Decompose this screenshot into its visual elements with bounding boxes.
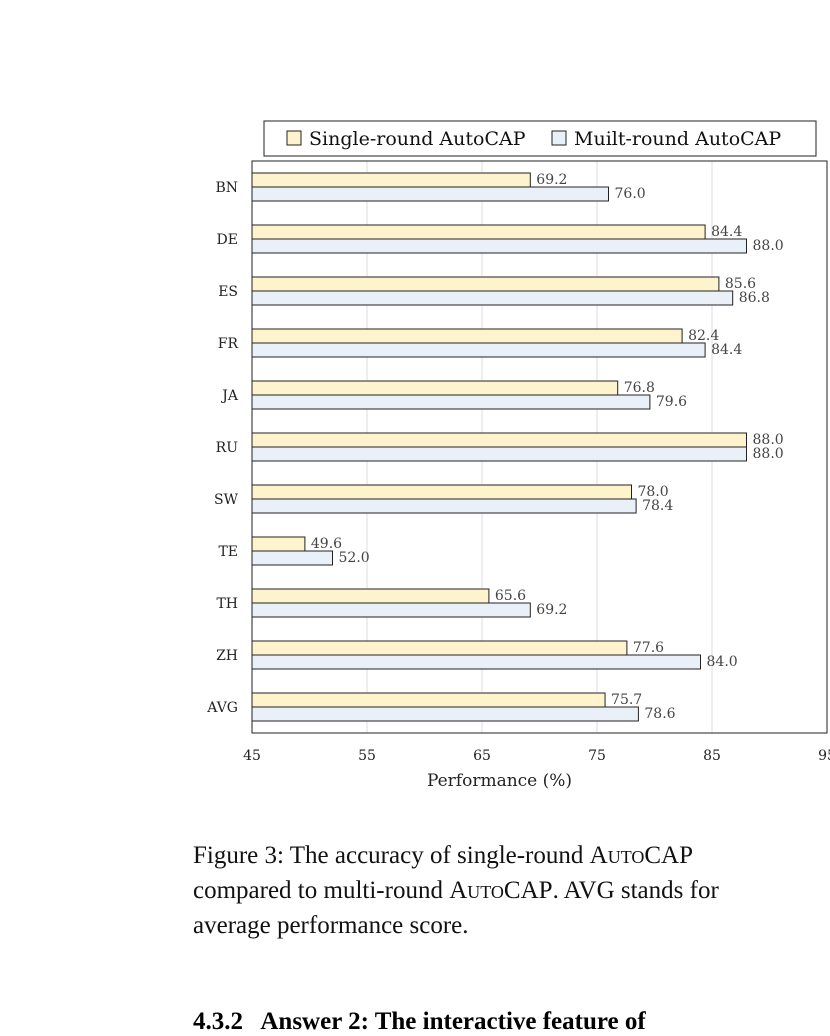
caption-line: average performance score. xyxy=(193,908,719,943)
value-label: 85.6 xyxy=(725,276,756,292)
y-tick-label: DE xyxy=(217,232,238,248)
x-tick-label: 65 xyxy=(473,748,491,764)
value-label: 78.4 xyxy=(642,498,673,514)
x-tick-label: 85 xyxy=(703,748,721,764)
legend-swatch xyxy=(286,130,302,146)
value-label: 77.6 xyxy=(633,640,664,656)
value-label: 76.0 xyxy=(615,186,646,202)
bar xyxy=(251,380,619,396)
bar xyxy=(251,484,632,500)
section-heading: 4.3.2 Answer 2: The interactive feature … xyxy=(193,1008,646,1035)
y-tick-label: BN xyxy=(215,180,238,196)
caption-text: AutoCAP xyxy=(589,842,693,869)
caption-line: compared to multi-round AutoCAP. AVG sta… xyxy=(193,873,719,908)
legend-label: Muilt-round AutoCAP xyxy=(574,128,781,150)
y-tick-label: RU xyxy=(216,440,239,456)
legend-label: Single-round AutoCAP xyxy=(309,128,526,150)
value-label: 84.0 xyxy=(707,654,738,670)
x-axis-label: Performance (%) xyxy=(427,771,572,791)
value-label: 88.0 xyxy=(753,238,784,254)
value-label: 49.6 xyxy=(311,536,342,552)
value-label: 69.2 xyxy=(536,602,567,618)
value-label: 82.4 xyxy=(688,328,719,344)
value-label: 84.4 xyxy=(711,342,742,358)
value-label: 75.7 xyxy=(611,692,642,708)
bar xyxy=(251,640,628,656)
y-tick-label: ZH xyxy=(216,648,238,664)
y-tick-label: FR xyxy=(218,336,239,352)
bar xyxy=(251,186,609,202)
legend-box xyxy=(263,120,817,157)
bar xyxy=(251,654,701,670)
bar xyxy=(251,432,747,448)
bar xyxy=(251,172,531,188)
caption-line: Figure 3: The accuracy of single-round A… xyxy=(193,838,719,873)
bar xyxy=(251,446,747,462)
bar xyxy=(251,706,639,722)
x-tick-label: 55 xyxy=(358,748,376,764)
plot-frame xyxy=(251,160,828,734)
caption-text: Figure 3: The accuracy of single-round xyxy=(193,842,590,869)
value-label: 86.8 xyxy=(739,290,770,306)
value-label: 52.0 xyxy=(339,550,370,566)
value-label: 84.4 xyxy=(711,224,742,240)
value-label: 88.0 xyxy=(753,432,784,448)
bar xyxy=(251,224,706,240)
bar xyxy=(251,588,490,604)
y-tick-label: ES xyxy=(218,284,238,300)
value-label: 65.6 xyxy=(495,588,526,604)
bar xyxy=(251,276,720,292)
value-label: 76.8 xyxy=(624,380,655,396)
bar xyxy=(251,498,637,514)
caption-text: average performance score. xyxy=(193,912,469,939)
value-label: 78.6 xyxy=(644,706,675,722)
caption-text: . AVG stands for xyxy=(552,877,719,904)
bar xyxy=(251,692,606,708)
y-tick-label: AVG xyxy=(206,700,238,716)
value-label: 69.2 xyxy=(536,172,567,188)
y-tick-label: TH xyxy=(216,596,238,612)
figure-caption: Figure 3: The accuracy of single-round A… xyxy=(193,838,719,943)
x-tick-label: 45 xyxy=(243,748,261,764)
caption-text: AutoCAP xyxy=(449,877,553,904)
y-tick-label: JA xyxy=(220,388,239,404)
value-label: 88.0 xyxy=(753,446,784,462)
bar xyxy=(251,602,531,618)
bar xyxy=(251,328,683,344)
y-tick-label: TE xyxy=(218,544,238,560)
value-label: 78.0 xyxy=(638,484,669,500)
value-label: 79.6 xyxy=(656,394,687,410)
bar xyxy=(251,238,747,254)
x-tick-label: 95 xyxy=(818,748,830,764)
legend-swatch xyxy=(551,130,567,146)
bar xyxy=(251,550,333,566)
caption-text: compared to multi-round xyxy=(193,877,450,904)
bar xyxy=(251,394,651,410)
x-tick-label: 75 xyxy=(588,748,606,764)
bar xyxy=(251,342,706,358)
y-tick-label: SW xyxy=(214,492,239,508)
bar xyxy=(251,290,734,306)
bar xyxy=(251,536,306,552)
